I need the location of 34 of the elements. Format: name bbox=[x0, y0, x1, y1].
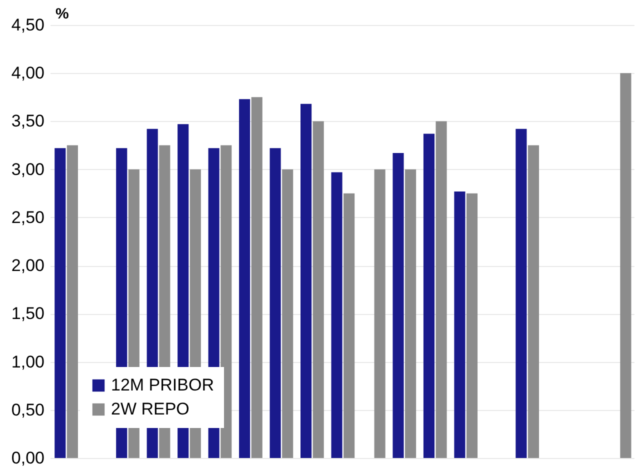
y-tick-label: 0,00 bbox=[11, 448, 44, 468]
bar bbox=[392, 152, 404, 458]
bar bbox=[282, 169, 294, 458]
y-axis-title: % bbox=[56, 6, 69, 22]
legend-label: 2W REPO bbox=[111, 400, 190, 418]
bar bbox=[528, 145, 540, 458]
bar bbox=[374, 169, 386, 458]
legend-label: 12M PRIBOR bbox=[111, 376, 214, 394]
y-tick-label: 4,50 bbox=[11, 16, 44, 34]
bar bbox=[436, 121, 447, 458]
bar bbox=[300, 104, 312, 458]
y-tick-label: 4,00 bbox=[11, 64, 44, 83]
bar bbox=[466, 193, 478, 458]
bar bbox=[516, 128, 527, 458]
bar bbox=[312, 121, 324, 458]
bar bbox=[54, 148, 66, 458]
bar bbox=[620, 73, 632, 458]
y-tick-label: 1,00 bbox=[11, 352, 44, 372]
bar bbox=[251, 97, 262, 458]
y-tick-label: 0,50 bbox=[11, 400, 44, 420]
y-tick-label: 3,50 bbox=[11, 112, 44, 131]
bar bbox=[423, 134, 435, 458]
bar bbox=[344, 193, 355, 458]
bar bbox=[331, 172, 342, 458]
y-tick-label: 3,00 bbox=[11, 160, 44, 179]
bar bbox=[220, 145, 232, 458]
bar bbox=[405, 169, 416, 458]
y-tick-label: 2,50 bbox=[11, 208, 44, 227]
y-tick-label: 1,50 bbox=[11, 304, 44, 324]
y-tick-label: 2,00 bbox=[11, 256, 44, 276]
bar bbox=[454, 191, 466, 458]
bar bbox=[66, 145, 78, 458]
bar bbox=[239, 99, 250, 458]
bar bbox=[270, 148, 281, 458]
